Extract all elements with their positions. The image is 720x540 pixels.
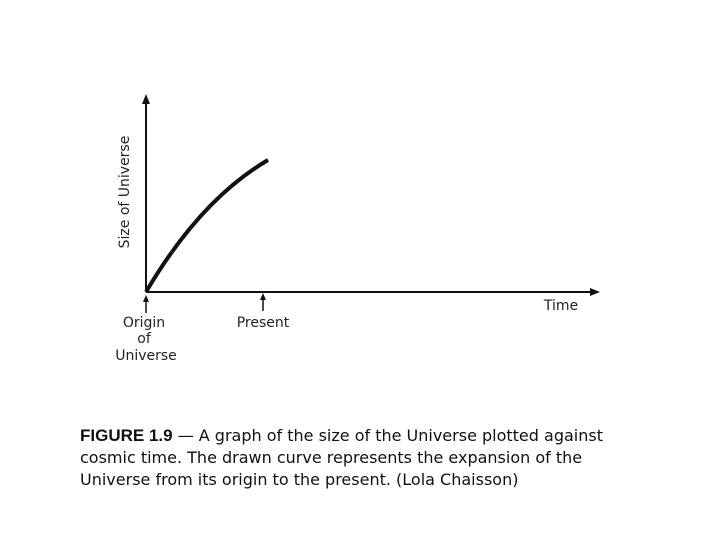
y-arrowhead — [142, 94, 150, 104]
arrowheads — [142, 94, 600, 302]
figure-number: FIGURE 1.9 — [80, 426, 173, 445]
present-arrowhead — [260, 293, 266, 300]
caption-text: — A graph of the size of the Universe pl… — [80, 426, 603, 489]
expansion-curve — [144, 158, 270, 294]
origin-label: Origin — [123, 315, 165, 331]
origin-arrowhead — [143, 295, 149, 302]
diagram: Size of Universe Time Origin of Universe… — [115, 94, 600, 364]
origin-label: Universe — [115, 348, 177, 364]
origin-label: of — [137, 331, 152, 347]
axes — [144, 100, 594, 313]
x-axis-label: Time — [543, 298, 578, 314]
present-label: Present — [237, 315, 290, 331]
caption: FIGURE 1.9 — A graph of the size of the … — [80, 425, 640, 491]
x-arrowhead — [590, 288, 600, 296]
y-axis-label: Size of Universe — [117, 136, 133, 249]
